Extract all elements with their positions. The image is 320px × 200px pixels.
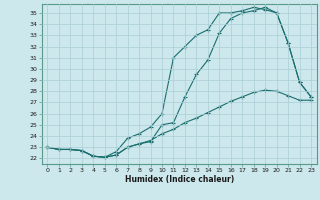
X-axis label: Humidex (Indice chaleur): Humidex (Indice chaleur)	[124, 175, 234, 184]
